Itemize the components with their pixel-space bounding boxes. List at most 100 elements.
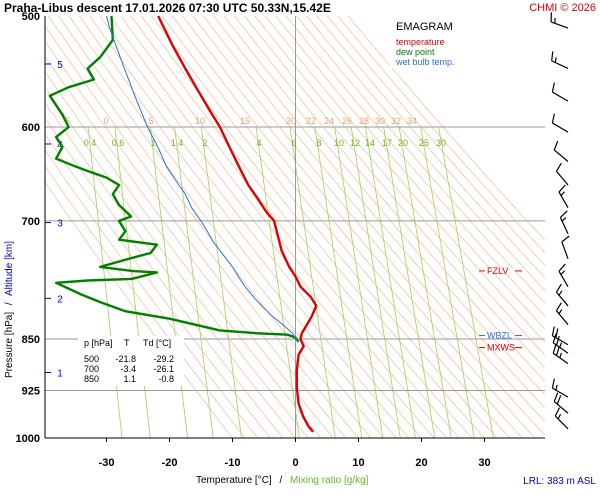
temp-tick-label: -10 (225, 457, 241, 469)
wind-barb (558, 184, 569, 208)
dry-adiabat-line (120, 16, 460, 438)
mixing-ratio-line (398, 126, 452, 438)
pressure-tick-label: 850 (22, 334, 40, 346)
x-axis-label: Temperature [°C] / Mixing ratio [g/kg] (196, 475, 369, 486)
wind-barb-half-feather (554, 57, 557, 63)
wind-barb (551, 113, 569, 133)
dry-adiabat-label: 15 (240, 116, 250, 126)
mixing-ratio-label: 0.6 (112, 138, 125, 148)
wind-barb (551, 378, 569, 398)
x-axis-label-temp: Temperature [°C] (196, 475, 272, 486)
wind-barb-feather (555, 335, 560, 346)
wind-barb-half-feather (559, 342, 563, 348)
mixing-ratio-label: 4 (256, 138, 261, 148)
wind-barb-half-feather (560, 270, 566, 276)
dry-adiabat-label: 10 (195, 116, 205, 126)
wind-barb-feather (554, 407, 561, 417)
dry-adiabat-line (45, 40, 347, 438)
dry-adiabat-line (45, 86, 309, 438)
pressure-tick-label: 700 (22, 216, 40, 228)
wind-barb (554, 407, 569, 430)
y-axis-label-altitude: Altitude [km] (4, 241, 15, 296)
series-layer (48, 15, 318, 433)
dry-adiabat-label: 24 (324, 116, 334, 126)
wind-barb-staff (550, 21, 569, 29)
altitude-tick-label: 5 (57, 60, 63, 71)
wind-barb (559, 210, 569, 235)
dry-adiabat-line (254, 16, 545, 356)
altitude-tick-label: 3 (57, 219, 63, 230)
wind-barb-staff (555, 291, 569, 307)
mixing-ratio-label: 1.4 (171, 138, 184, 148)
wind-barb-feather (553, 140, 559, 151)
dry-adiabat-line (213, 16, 545, 409)
overlay-layer: Praha-Libus descent 17.01.2026 07:30 UTC… (4, 1, 596, 487)
wind-barb-feather (552, 333, 557, 344)
legend-title: EMAGRAM (396, 21, 453, 33)
pressure-tick-label: 925 (22, 386, 40, 398)
dry-adiabat-line (275, 16, 545, 330)
dry-adiabat-label: 28 (359, 116, 369, 126)
dry-adiabat-line (130, 16, 473, 438)
dry-adiabat-line (192, 16, 545, 436)
mixing-ratio-line (438, 126, 494, 438)
table-row-850-td: -0.8 (158, 374, 174, 384)
wind-barb-feather (558, 184, 566, 193)
mixing-ratio-line (255, 126, 300, 438)
wind-barb (551, 326, 569, 346)
wind-barb-feather (555, 346, 560, 356)
wind-barb (561, 235, 570, 259)
wind-barb (552, 344, 569, 365)
dry-adiabat-line (203, 16, 545, 423)
series-line-wet-bulb-temp- (106, 15, 300, 343)
x-axis-label-sep: / (279, 475, 282, 486)
wind-barb-feather (552, 344, 557, 354)
x-axis-label-mixing: Mixing ratio [g/kg] (290, 475, 369, 486)
dry-adiabat-label: 30 (375, 116, 385, 126)
mixing-ratio-label: 2 (202, 138, 207, 148)
mixing-ratio-label: 25 (419, 138, 429, 148)
dry-adiabat-line (45, 117, 284, 438)
mixing-ratio-label: 30 (436, 138, 446, 148)
wind-barb (555, 283, 569, 307)
dry-adiabat-line (141, 16, 485, 438)
dry-adiabat-label: 26 (342, 116, 352, 126)
mixing-ratio-line (200, 126, 242, 438)
wind-barb (553, 140, 569, 162)
pressure-tick-label: 1000 (16, 433, 40, 445)
wind-barb-feather (558, 263, 566, 272)
wind-barb-staff (552, 387, 569, 398)
level-marker-label: MXWS (487, 343, 515, 353)
wind-barb-half-feather (557, 414, 562, 420)
dry-adiabat-line (234, 16, 545, 383)
series-line-temperature (157, 15, 318, 433)
mixing-ratio-label: 6 (291, 138, 296, 148)
wind-barb-staff (559, 217, 569, 235)
dry-adiabat-line (79, 16, 410, 438)
wind-barb-half-feather (555, 384, 558, 391)
wind-barb (551, 82, 569, 102)
wind-barb-half-feather (558, 309, 563, 315)
table-row-500-td: -29.2 (153, 354, 174, 364)
dry-adiabat-line (151, 16, 498, 438)
mixing-ratio-line (420, 126, 475, 438)
wind-barb (558, 263, 569, 288)
temp-tick-label: 20 (415, 457, 427, 469)
y-axis-label: Pressure [hPa] / Altitude [km] (4, 241, 15, 378)
mixing-ratio-line (149, 126, 188, 438)
table-row-850-p: 850 (84, 374, 99, 384)
dry-adiabat-line (306, 16, 545, 292)
mixing-ratio-label: 14 (365, 138, 375, 148)
copyright-label: CHMI © 2026 (529, 2, 596, 14)
dry-adiabat-line (45, 102, 296, 438)
dry-adiabat-line (45, 55, 334, 438)
wind-barb (551, 51, 569, 70)
wind-barb-feather (551, 82, 555, 93)
dry-adiabat-label: 20 (286, 116, 296, 126)
mixing-ratio-line (365, 126, 416, 438)
mixing-ratio-line (314, 126, 363, 438)
wind-barb-staff (554, 415, 569, 430)
wind-barb-feather (559, 210, 568, 218)
mixing-ratio-label: 20 (398, 138, 408, 148)
